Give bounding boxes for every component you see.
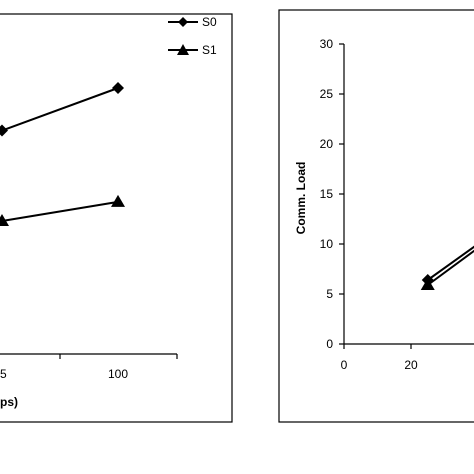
left-series-0-point-1 — [112, 82, 124, 94]
left-series-layer — [0, 82, 125, 226]
right-x-ticks: 0 20 — [341, 344, 418, 372]
right-y-tick-label-4: 20 — [320, 137, 334, 151]
legend-s1-marker-triangle — [177, 44, 189, 55]
left-chart-frame — [0, 13, 233, 423]
right-series-layer — [420, 245, 474, 290]
right-y-tick-label-1: 5 — [326, 287, 333, 301]
right-series-1-point-0 — [420, 278, 435, 290]
right-chart-frame — [278, 9, 474, 423]
left-chart: 5 100 ps) S0 S1 — [0, 13, 233, 423]
right-y-ticks: 0 5 10 15 20 25 30 — [320, 37, 344, 351]
left-series-line-0 — [1, 87, 119, 132]
left-series-1-point-0 — [0, 214, 9, 226]
legend: S0 S1 — [168, 15, 217, 57]
right-x-tick-label-1: 20 — [404, 358, 418, 372]
right-chart: 0 5 10 15 20 25 30 0 20 Comm. Load — [278, 9, 474, 423]
right-y-tick-label-5: 25 — [320, 87, 334, 101]
left-series-line-1 — [1, 200, 119, 222]
right-y-tick-label-0: 0 — [326, 337, 333, 351]
left-series-0-point-0 — [0, 124, 8, 137]
legend-s0-label: S0 — [202, 15, 217, 29]
left-series-1-point-1 — [111, 194, 125, 207]
right-y-tick-label-3: 15 — [320, 187, 334, 201]
right-y-tick-label-2: 10 — [320, 237, 334, 251]
right-y-tick-label-6: 30 — [320, 37, 334, 51]
legend-s0-marker-diamond — [178, 17, 188, 27]
right-series-line-1 — [427, 249, 474, 286]
left-x-tick-label-0: 5 — [0, 367, 7, 381]
right-x-tick-label-0: 0 — [341, 358, 348, 372]
legend-s1-label: S1 — [202, 43, 217, 57]
right-y-axis-title: Comm. Load — [294, 162, 308, 235]
left-x-axis-title: ps) — [0, 395, 18, 409]
left-x-tick-label-1: 100 — [108, 367, 128, 381]
right-series-line-0 — [427, 245, 474, 281]
